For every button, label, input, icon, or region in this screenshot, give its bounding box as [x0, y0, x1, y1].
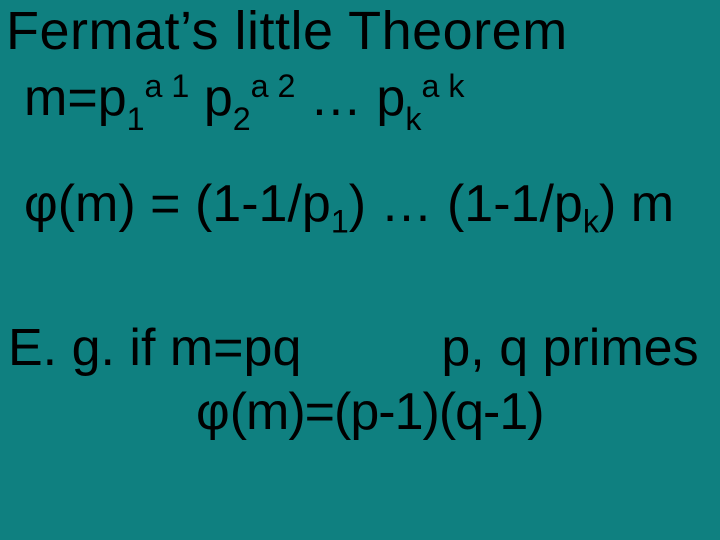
text: p [302, 175, 331, 233]
text: p [204, 69, 233, 127]
phi-symbol: φ [196, 383, 230, 441]
sub: 1 [331, 203, 349, 239]
text: p [376, 69, 405, 127]
text: (1-1/ [447, 175, 554, 233]
text: = [150, 175, 195, 233]
slide-title: Fermat’s little Theorem [6, 2, 568, 61]
text: ) m [599, 175, 674, 233]
subscript-superscript: ka k [405, 70, 464, 127]
example-line-1: E. g. if m=pq p, q primes [8, 320, 699, 377]
phi-symbol: φ( [24, 175, 75, 233]
formula-prime-factorization: m=p1a 1 p2a 2 … pka k [24, 70, 464, 127]
subscript-superscript: 2a 2 [233, 70, 296, 127]
sub: k [583, 203, 599, 239]
text: p [98, 69, 127, 127]
text: (1-1/ [195, 175, 302, 233]
text: m= [24, 69, 98, 127]
example-line-2: φ(m)=(p-1)(q-1) [196, 384, 544, 441]
sub: 2 [233, 101, 251, 137]
formula-euler-phi-product: φ(m) = (1-1/p1) … (1-1/pk) m [24, 176, 674, 233]
text: E. g. if m=pq [8, 319, 301, 377]
text: … [381, 175, 447, 233]
subscript-superscript: 1a 1 [127, 70, 190, 127]
text: p [554, 175, 583, 233]
sup: a 2 [251, 68, 296, 104]
sup: a 1 [145, 68, 190, 104]
sub: k [405, 101, 421, 137]
sup: a k [421, 68, 464, 104]
sub: 1 [127, 101, 145, 137]
text: (m)=(p-1)(q-1) [230, 383, 544, 441]
text: p, q primes [441, 319, 698, 377]
text: … [295, 69, 376, 127]
text: ) [349, 175, 381, 233]
text: m) [75, 175, 150, 233]
